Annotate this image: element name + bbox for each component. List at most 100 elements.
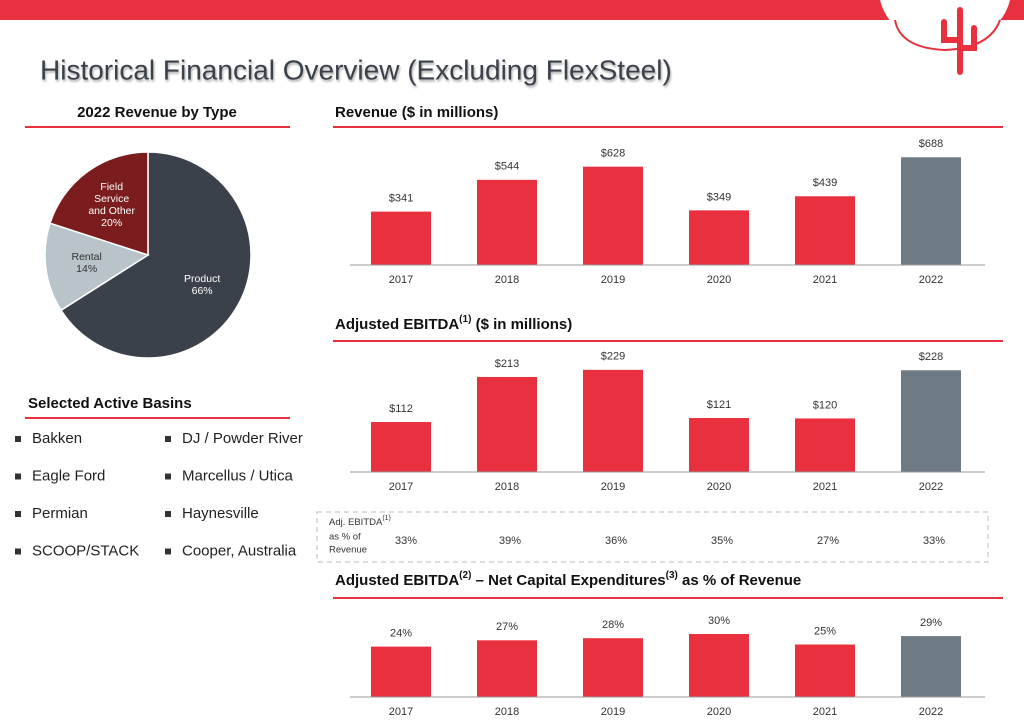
basin-item: Marcellus / Utica — [182, 467, 294, 484]
x-tick-label: 2017 — [389, 274, 413, 286]
value-label: $439 — [813, 177, 837, 189]
margin-label: Adj. EBITDA(1) — [329, 515, 391, 527]
value-label: 29% — [920, 617, 942, 629]
slice-name: Product — [184, 272, 221, 285]
x-tick-label: 2019 — [601, 274, 625, 286]
x-tick-label: 2019 — [601, 706, 625, 718]
logo-cactus — [941, 7, 977, 75]
bullet — [15, 511, 21, 517]
margin-label-line: as % of — [329, 532, 361, 543]
margin-label-note: (1) — [382, 515, 391, 522]
bar — [689, 634, 749, 697]
basin-item: Cooper, Australia — [182, 542, 297, 559]
x-tick-label: 2020 — [707, 481, 731, 493]
x-tick-label: 2021 — [813, 274, 837, 286]
bar — [795, 644, 855, 697]
slice-value: 66% — [191, 284, 213, 297]
margin-value: 33% — [395, 535, 417, 547]
margin-label-part: Adj. EBITDA — [329, 517, 383, 528]
margin-value: 33% — [923, 535, 945, 547]
bar — [689, 210, 749, 265]
value-label: 25% — [814, 625, 836, 637]
bullet — [165, 511, 171, 517]
title-part: Adjusted EBITDA — [335, 316, 459, 333]
pie-slice — [59, 151, 252, 359]
x-tick-label: 2018 — [495, 481, 519, 493]
value-label: $120 — [813, 399, 837, 411]
bar — [371, 422, 431, 472]
bar — [477, 376, 537, 472]
title-note: (2) — [459, 570, 471, 581]
bullet — [15, 548, 21, 555]
margin-value: 35% — [711, 535, 733, 547]
basin-item: Bakken — [32, 430, 82, 447]
x-tick-label: 2021 — [813, 481, 837, 493]
margin-value: 39% — [499, 535, 521, 547]
basin-item: SCOOP/STACK — [32, 542, 139, 559]
bar — [795, 196, 855, 265]
value-label: $213 — [495, 358, 519, 370]
x-tick-label: 2020 — [707, 274, 731, 286]
bar — [795, 418, 855, 472]
margin-value: 27% — [817, 535, 839, 547]
value-label: $628 — [601, 148, 625, 160]
title-part: – Net Capital Expenditures — [471, 572, 665, 589]
bar — [689, 418, 749, 472]
page-title: Historical Financial Overview (Excluding… — [40, 54, 672, 85]
x-tick-label: 2022 — [919, 274, 943, 286]
bar — [477, 179, 537, 265]
logo-curve — [894, 19, 1001, 52]
value-label: 28% — [602, 619, 624, 631]
bar — [583, 166, 643, 265]
bar — [477, 640, 537, 697]
value-label: $112 — [389, 403, 413, 415]
x-tick-label: 2018 — [495, 274, 519, 286]
bullet — [15, 473, 21, 480]
chart-title: Adjusted EBITDA(1) ($ in millions) — [335, 314, 572, 333]
value-label: $228 — [919, 351, 943, 363]
x-tick-label: 2021 — [813, 706, 837, 718]
value-label: $688 — [919, 138, 943, 150]
pie-slice — [44, 222, 150, 312]
bar — [371, 646, 431, 697]
bullet — [165, 548, 171, 555]
x-tick-label: 2022 — [919, 481, 943, 493]
title-part: Revenue ($ in millions) — [335, 104, 498, 121]
pie-label: Field Service and Other 20% — [87, 181, 137, 229]
bar — [371, 211, 431, 265]
margin-value: 36% — [605, 535, 627, 547]
slice-name: Field Service and Other — [88, 181, 136, 217]
top-band — [0, 0, 1024, 20]
basin-item: Haynesville — [182, 505, 259, 522]
value-label: 27% — [496, 621, 518, 633]
bar — [583, 369, 643, 472]
value-label: $121 — [707, 399, 731, 411]
x-tick-label: 2019 — [601, 481, 625, 493]
basin-item: Permian — [32, 505, 88, 522]
bullet — [165, 473, 171, 480]
value-label: 24% — [390, 628, 412, 640]
value-label: $349 — [707, 191, 731, 203]
bar — [583, 638, 643, 697]
slice-value: 14% — [76, 262, 98, 275]
pie-slice — [49, 151, 149, 257]
basins-title: Selected Active Basins — [28, 395, 192, 412]
value-label: $341 — [389, 193, 413, 205]
chart-title: 2022 Revenue by Type — [77, 104, 237, 121]
slice-name: Rental — [71, 250, 102, 263]
title-note: (1) — [459, 314, 471, 325]
pie-label: Product 66% — [177, 273, 227, 297]
bullet — [15, 436, 21, 442]
x-tick-label: 2018 — [495, 706, 519, 718]
margin-label-line: Revenue — [329, 545, 367, 556]
value-label: $544 — [495, 161, 519, 173]
chart-title: Revenue ($ in millions) — [335, 104, 498, 121]
title-note: (3) — [666, 570, 678, 581]
basin-item: DJ / Powder River — [182, 430, 303, 447]
title-part: Adjusted EBITDA — [335, 572, 459, 589]
pie-label: Rental 14% — [62, 251, 112, 275]
bar — [901, 370, 961, 472]
title-part: as % of Revenue — [678, 572, 801, 589]
